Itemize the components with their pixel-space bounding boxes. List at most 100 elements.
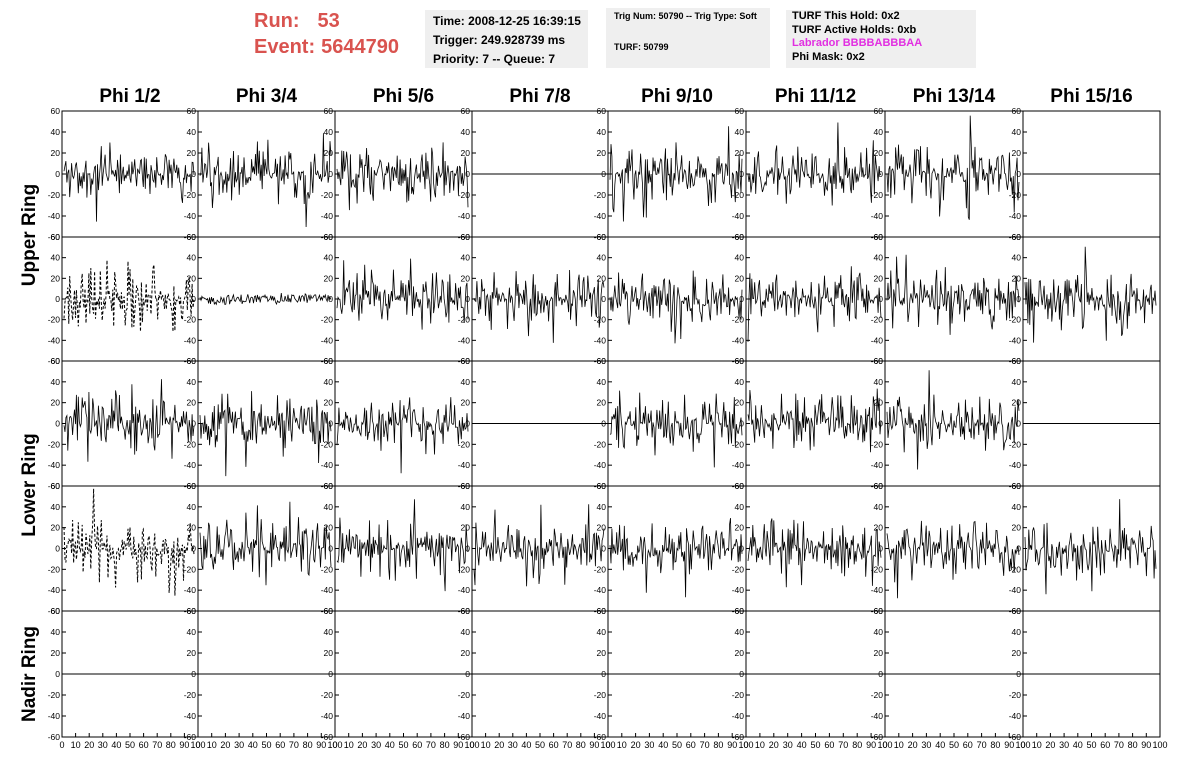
y-tick-label: -40 xyxy=(184,585,197,595)
y-tick-label: 60 xyxy=(461,606,471,616)
y-tick-label: 40 xyxy=(51,377,61,387)
y-tick-label: 20 xyxy=(187,398,197,408)
y-tick-label: 60 xyxy=(324,232,334,242)
y-tick-label: 0 xyxy=(878,544,883,554)
y-tick-label: -40 xyxy=(321,585,334,595)
y-tick-label: -20 xyxy=(732,315,745,325)
x-tick-label: 80 xyxy=(1128,740,1138,750)
y-tick-label: 20 xyxy=(1012,273,1022,283)
turf-text: TURF: 50799 xyxy=(614,42,669,52)
y-tick-label: -60 xyxy=(184,732,197,742)
x-tick-label: 40 xyxy=(111,740,121,750)
x-tick-label: 100 xyxy=(327,740,342,750)
y-tick-label: -40 xyxy=(48,335,61,345)
y-tick-label: 40 xyxy=(324,127,334,137)
y-tick-label: 40 xyxy=(735,377,745,387)
y-tick-label: 20 xyxy=(874,648,884,658)
x-tick-label: 30 xyxy=(921,740,931,750)
y-tick-label: -20 xyxy=(184,439,197,449)
y-tick-label: -20 xyxy=(1009,564,1022,574)
y-tick-label: -20 xyxy=(594,690,607,700)
x-tick-label: 50 xyxy=(398,740,408,750)
y-tick-label: 20 xyxy=(597,398,607,408)
y-tick-label: 40 xyxy=(187,253,197,263)
y-tick-label: -40 xyxy=(48,711,61,721)
x-tick-label: 70 xyxy=(289,740,299,750)
y-tick-label: 0 xyxy=(465,669,470,679)
y-tick-label: -20 xyxy=(184,564,197,574)
y-tick-label: 20 xyxy=(874,273,884,283)
x-tick-label: 80 xyxy=(852,740,862,750)
y-tick-label: 40 xyxy=(597,627,607,637)
x-tick-label: 20 xyxy=(908,740,918,750)
y-tick-label: -20 xyxy=(184,690,197,700)
y-tick-label: -40 xyxy=(871,711,884,721)
x-tick-label: 10 xyxy=(344,740,354,750)
y-tick-label: -40 xyxy=(321,335,334,345)
x-tick-label: 20 xyxy=(1045,740,1055,750)
y-tick-label: 20 xyxy=(735,648,745,658)
y-tick-label: 20 xyxy=(324,398,334,408)
y-tick-label: 60 xyxy=(187,232,197,242)
y-tick-label: -40 xyxy=(458,585,471,595)
y-tick-label: -20 xyxy=(594,439,607,449)
trig-num-box: Trig Num: 50790 -- Trig Type: Soft TURF:… xyxy=(606,8,770,68)
y-tick-label: 40 xyxy=(51,502,61,512)
y-tick-label: 60 xyxy=(597,232,607,242)
y-tick-label: -20 xyxy=(48,190,61,200)
waveform-trace xyxy=(63,379,195,462)
x-tick-label: 60 xyxy=(963,740,973,750)
x-tick-label: 100 xyxy=(600,740,615,750)
priority-text: Priority: 7 -- Queue: 7 xyxy=(433,52,556,66)
y-tick-label: 0 xyxy=(328,294,333,304)
y-tick-label: 60 xyxy=(735,481,745,491)
y-tick-label: 20 xyxy=(324,273,334,283)
y-tick-label: 20 xyxy=(597,648,607,658)
trigger-text: Trigger: 249.928739 ms xyxy=(433,33,566,47)
y-tick-label: 20 xyxy=(735,523,745,533)
waveform-trace xyxy=(1024,499,1157,595)
waveform-trace xyxy=(747,388,882,453)
y-tick-label: -20 xyxy=(871,564,884,574)
y-tick-label: 20 xyxy=(324,148,334,158)
y-tick-label: -20 xyxy=(458,564,471,574)
y-tick-label: 20 xyxy=(597,148,607,158)
y-tick-label: 60 xyxy=(1012,106,1022,116)
y-tick-label: 40 xyxy=(597,377,607,387)
x-tick-label: 80 xyxy=(440,740,450,750)
y-tick-label: 0 xyxy=(55,669,60,679)
y-tick-label: 40 xyxy=(1012,627,1022,637)
x-tick-label: 60 xyxy=(686,740,696,750)
x-tick-label: 90 xyxy=(179,740,189,750)
y-tick-label: -20 xyxy=(732,564,745,574)
y-tick-label: 60 xyxy=(874,232,884,242)
turf-active-holds-text: TURF Active Holds: 0xb xyxy=(792,23,917,36)
turf-hold-box: TURF This Hold: 0x2 TURF Active Holds: 0… xyxy=(786,10,976,68)
y-tick-label: 60 xyxy=(735,106,745,116)
y-tick-label: 20 xyxy=(735,148,745,158)
x-tick-label: 0 xyxy=(469,740,474,750)
y-tick-label: -40 xyxy=(594,585,607,595)
y-tick-label: 40 xyxy=(461,127,471,137)
y-tick-label: 0 xyxy=(739,294,744,304)
y-tick-label: -20 xyxy=(184,190,197,200)
y-tick-label: 60 xyxy=(461,356,471,366)
y-tick-label: 40 xyxy=(324,502,334,512)
y-tick-label: 0 xyxy=(601,544,606,554)
x-tick-label: 80 xyxy=(303,740,313,750)
y-tick-label: 0 xyxy=(328,544,333,554)
y-tick-label: -40 xyxy=(458,460,471,470)
y-tick-label: -60 xyxy=(458,732,471,742)
y-tick-label: 60 xyxy=(187,106,197,116)
y-tick-label: -20 xyxy=(1009,190,1022,200)
x-tick-label: 90 xyxy=(866,740,876,750)
waveform-trace xyxy=(199,133,332,228)
col-header-phi-7-8: Phi 7/8 xyxy=(509,86,571,107)
y-tick-label: -20 xyxy=(458,315,471,325)
waveform-trace xyxy=(886,115,1020,220)
y-tick-label: -40 xyxy=(871,460,884,470)
col-header-phi-15-16: Phi 15/16 xyxy=(1050,86,1133,107)
y-tick-label: -40 xyxy=(458,211,471,221)
y-tick-label: -20 xyxy=(871,690,884,700)
